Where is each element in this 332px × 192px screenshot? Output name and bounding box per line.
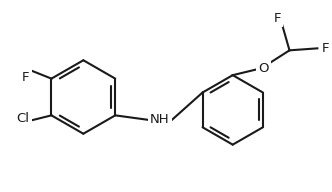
Text: F: F (274, 12, 281, 25)
Text: F: F (22, 71, 30, 84)
Text: O: O (258, 62, 269, 75)
Text: Cl: Cl (17, 112, 30, 125)
Text: NH: NH (150, 113, 170, 126)
Text: F: F (321, 42, 329, 55)
